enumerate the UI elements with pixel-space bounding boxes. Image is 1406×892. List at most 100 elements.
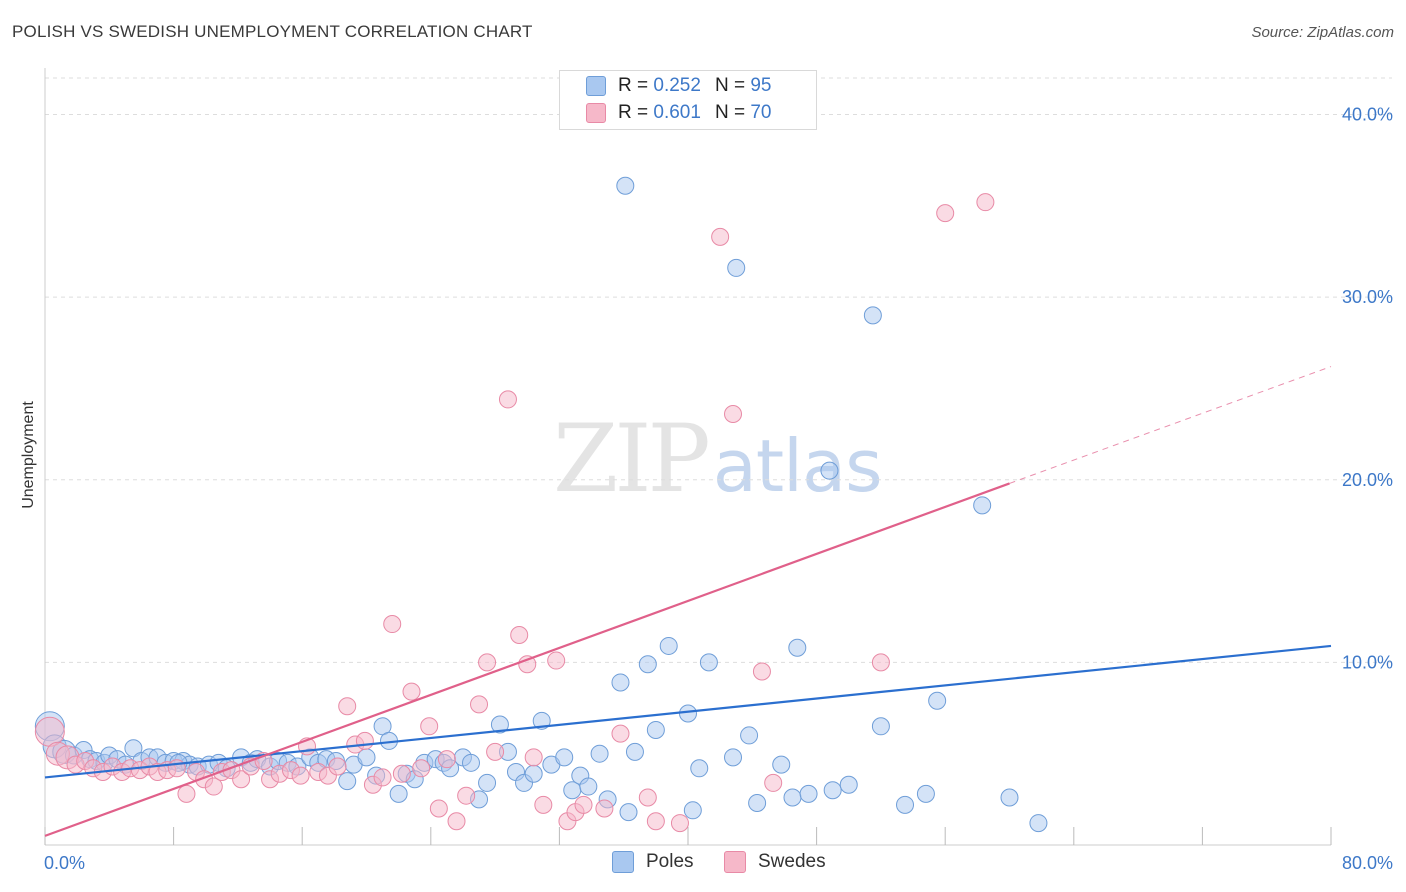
swedes-point bbox=[670, 814, 689, 833]
x-tick-label: 0.0% bbox=[44, 853, 85, 873]
poles-point bbox=[579, 777, 598, 796]
legend-row-poles: R = 0.252 N = 95 bbox=[586, 74, 771, 98]
poles-point bbox=[820, 461, 839, 480]
y-tick-label: 10.0% bbox=[1342, 652, 1393, 672]
swedes-point bbox=[420, 717, 439, 736]
poles-point bbox=[389, 784, 408, 803]
watermark-atlas: atlas bbox=[712, 424, 883, 508]
legend-row-swedes: R = 0.601 N = 70 bbox=[586, 101, 771, 125]
poles-point bbox=[839, 775, 858, 794]
poles-point bbox=[863, 306, 882, 325]
poles-point bbox=[683, 801, 702, 820]
swedes-point bbox=[232, 770, 251, 789]
poles-point bbox=[611, 673, 630, 692]
chart-title: POLISH VS SWEDISH UNEMPLOYMENT CORRELATI… bbox=[12, 22, 533, 41]
poles-point bbox=[799, 784, 818, 803]
swedes-point bbox=[711, 227, 730, 246]
swedes-swatch bbox=[724, 851, 746, 873]
poles-point bbox=[532, 711, 551, 730]
poles-point bbox=[338, 772, 357, 791]
swedes-point bbox=[204, 777, 223, 796]
swedes-point bbox=[547, 651, 566, 670]
poles-point bbox=[590, 744, 609, 763]
legend-r-label: R = bbox=[618, 75, 649, 96]
x-tick-label: 80.0% bbox=[1342, 853, 1393, 873]
legend-n-label: N = bbox=[714, 75, 746, 96]
swedes-point bbox=[470, 695, 489, 714]
poles-point bbox=[690, 759, 709, 778]
legend-n-label: N = bbox=[714, 102, 746, 123]
poles-point bbox=[638, 655, 657, 674]
swedes-point bbox=[429, 799, 448, 818]
bottom-legend-swedes: Swedes bbox=[724, 851, 826, 873]
swedes-point bbox=[437, 750, 456, 769]
y-tick-label: 40.0% bbox=[1342, 105, 1393, 125]
swedes-point bbox=[338, 697, 357, 716]
watermark: ZIPatlas bbox=[553, 405, 883, 514]
bottom-legend-poles: Poles bbox=[612, 851, 694, 873]
poles-point bbox=[724, 748, 743, 767]
poles-point bbox=[619, 803, 638, 822]
swedes-point bbox=[402, 682, 421, 701]
poles-point bbox=[616, 176, 635, 195]
swedes-point bbox=[638, 788, 657, 807]
legend-n-value: 95 bbox=[750, 75, 772, 96]
swedes-point bbox=[524, 748, 543, 767]
poles-point bbox=[973, 496, 992, 515]
swedes-point bbox=[498, 390, 517, 409]
poles-point bbox=[461, 753, 480, 772]
poles-point bbox=[788, 638, 807, 657]
poles-point bbox=[659, 636, 678, 655]
poles-point bbox=[1029, 814, 1048, 833]
swedes-point bbox=[447, 812, 466, 831]
swedes-point bbox=[486, 742, 505, 761]
bottom-legend-label: Swedes bbox=[758, 851, 826, 872]
swedes-swatch bbox=[586, 103, 606, 123]
poles-point bbox=[524, 764, 543, 783]
swedes-point bbox=[595, 799, 614, 818]
swedes-point bbox=[646, 812, 665, 831]
poles-point bbox=[916, 784, 935, 803]
poles-point bbox=[490, 715, 509, 734]
legend-r-value: 0.252 bbox=[653, 75, 701, 96]
swedes-point bbox=[373, 768, 392, 787]
watermark-zip: ZIP bbox=[553, 405, 711, 514]
poles-swatch bbox=[586, 76, 606, 96]
swedes-point bbox=[534, 795, 553, 814]
poles-point bbox=[727, 258, 746, 277]
swedes-point bbox=[478, 653, 497, 672]
poles-point bbox=[124, 739, 143, 758]
legend: R = 0.252 N = 95 R = 0.601 N = 70 bbox=[559, 70, 817, 130]
y-tick-label: 30.0% bbox=[1342, 287, 1393, 307]
poles-swatch bbox=[612, 851, 634, 873]
poles-point bbox=[823, 781, 842, 800]
swedes-point bbox=[871, 653, 890, 672]
source-credit: Source: ZipAtlas.com bbox=[1251, 24, 1394, 41]
swedes-point bbox=[177, 784, 196, 803]
swedes-trend-extension bbox=[1009, 366, 1332, 484]
swedes-point bbox=[574, 795, 593, 814]
poles-point bbox=[646, 720, 665, 739]
poles-point bbox=[555, 748, 574, 767]
poles-point bbox=[871, 717, 890, 736]
poles-point bbox=[928, 691, 947, 710]
legend-r-value: 0.601 bbox=[653, 102, 701, 123]
swedes-point bbox=[510, 625, 529, 644]
swedes-point bbox=[724, 405, 743, 424]
y-tick-label: 20.0% bbox=[1342, 470, 1393, 490]
swedes-point bbox=[976, 193, 995, 212]
poles-point bbox=[625, 742, 644, 761]
poles-point bbox=[748, 793, 767, 812]
poles-point bbox=[740, 726, 759, 745]
swedes-point bbox=[392, 764, 411, 783]
swedes-point bbox=[518, 655, 537, 674]
swedes-point bbox=[611, 724, 630, 743]
swedes-point bbox=[457, 786, 476, 805]
swedes-point bbox=[752, 662, 771, 681]
legend-r-label: R = bbox=[618, 102, 649, 123]
poles-point bbox=[478, 773, 497, 792]
swedes-point bbox=[291, 766, 310, 785]
poles-point bbox=[1000, 788, 1019, 807]
poles-point bbox=[772, 755, 791, 774]
swedes-point bbox=[355, 731, 374, 750]
